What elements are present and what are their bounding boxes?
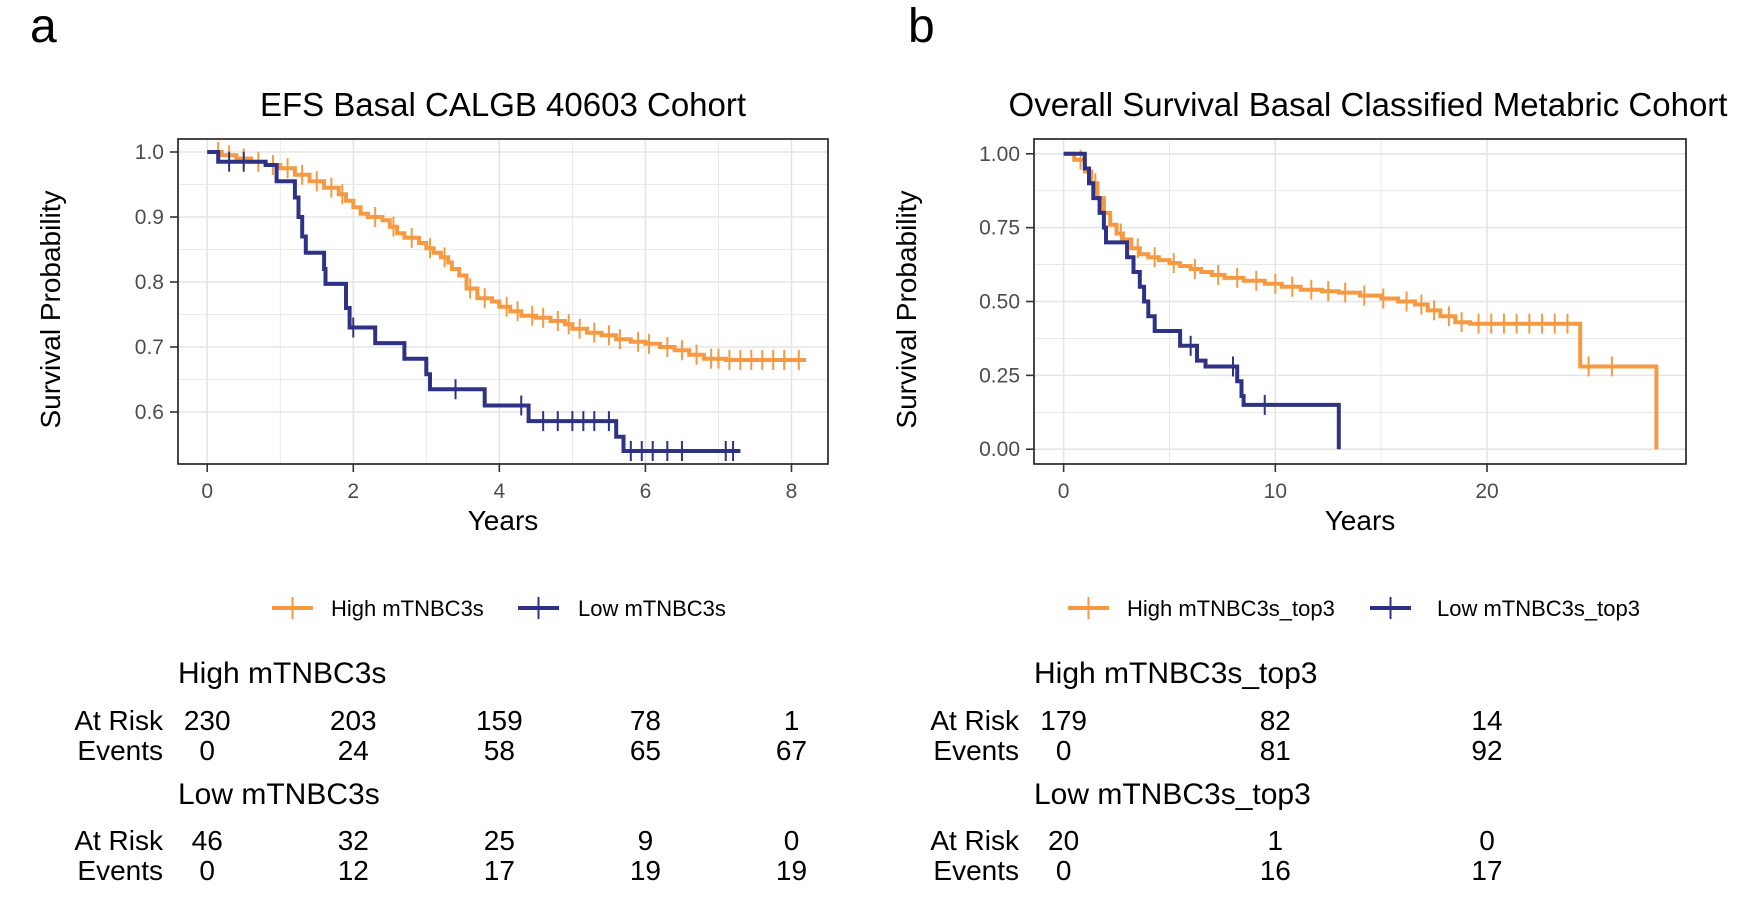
x-tick-label: 6 xyxy=(640,480,652,503)
risk-table-cell: 203 xyxy=(330,705,377,736)
risk-table-cell: 19 xyxy=(630,855,661,886)
gridlines xyxy=(178,139,828,464)
y-tick-label: 1.00 xyxy=(979,143,1020,166)
risk-table-cell: 14 xyxy=(1471,705,1502,736)
risk-table-group-title: High mTNBC3s_top3 xyxy=(1034,657,1317,690)
risk-table-row-label: At Risk xyxy=(74,705,164,736)
legend-label: High mTNBC3s xyxy=(331,596,484,621)
y-tick-label: 0.8 xyxy=(135,271,164,294)
km-curve-high xyxy=(1063,151,1659,450)
risk-table-row-label: Events xyxy=(933,735,1019,766)
chart-title: EFS Basal CALGB 40603 Cohort xyxy=(260,86,746,123)
x-tick-label: 10 xyxy=(1264,480,1287,503)
risk-table-group-title: Low mTNBC3s xyxy=(178,778,380,811)
legend-label: High mTNBC3s_top3 xyxy=(1127,596,1335,621)
risk-table-cell: 67 xyxy=(776,735,807,766)
y-tick-label: 1.0 xyxy=(135,141,164,164)
y-tick-label: 0.7 xyxy=(135,336,164,359)
x-tick-label: 20 xyxy=(1475,480,1498,503)
panel-label: a xyxy=(30,0,57,53)
y-tick-label: 0.75 xyxy=(979,217,1020,240)
risk-table-cell: 32 xyxy=(338,825,369,856)
risk-table-group-title: High mTNBC3s xyxy=(178,657,386,690)
risk-table-cell: 82 xyxy=(1260,705,1291,736)
risk-table-cell: 159 xyxy=(476,705,523,736)
legend-label: Low mTNBC3s_top3 xyxy=(1437,596,1640,621)
risk-table-cell: 20 xyxy=(1048,825,1079,856)
risk-table-cell: 65 xyxy=(630,735,661,766)
legend-label: Low mTNBC3s xyxy=(578,596,726,621)
risk-table-cell: 0 xyxy=(1479,825,1495,856)
y-axis-title: Survival Probability xyxy=(891,190,922,428)
risk-table-cell: 81 xyxy=(1260,735,1291,766)
y-tick-label: 0.6 xyxy=(135,401,164,424)
risk-table-cell: 78 xyxy=(630,705,661,736)
risk-table-cell: 92 xyxy=(1471,735,1502,766)
risk-table-row-label: Events xyxy=(77,735,163,766)
risk-table-cell: 46 xyxy=(192,825,223,856)
panel-label: b xyxy=(908,0,935,53)
risk-table-cell: 0 xyxy=(199,735,215,766)
km-curve-low xyxy=(207,150,741,453)
gridlines xyxy=(1034,139,1686,464)
x-tick-label: 0 xyxy=(1058,480,1070,503)
risk-table-cell: 58 xyxy=(484,735,515,766)
y-tick-label: 0.9 xyxy=(135,206,164,229)
x-tick-label: 8 xyxy=(786,480,798,503)
y-axis-title: Survival Probability xyxy=(35,190,66,428)
km-curve-high xyxy=(207,150,807,362)
x-tick-label: 0 xyxy=(201,480,213,503)
risk-table-cell: 0 xyxy=(199,855,215,886)
risk-table-cell: 1 xyxy=(784,705,800,736)
risk-table-cell: 19 xyxy=(776,855,807,886)
risk-table-cell: 0 xyxy=(1056,855,1072,886)
risk-table-group-title: Low mTNBC3s_top3 xyxy=(1034,778,1311,811)
x-axis-title: Years xyxy=(468,505,539,536)
risk-table-cell: 9 xyxy=(638,825,654,856)
risk-table-row-label: At Risk xyxy=(930,825,1020,856)
risk-table-row-label: Events xyxy=(77,855,163,886)
risk-table-row-label: At Risk xyxy=(74,825,164,856)
chart-title: Overall Survival Basal Classified Metabr… xyxy=(1009,86,1728,123)
risk-table-cell: 0 xyxy=(1056,735,1072,766)
x-tick-label: 2 xyxy=(347,480,359,503)
plot-frame xyxy=(177,138,829,465)
risk-table-cell: 25 xyxy=(484,825,515,856)
y-tick-label: 0.25 xyxy=(979,364,1020,387)
risk-table-cell: 24 xyxy=(338,735,369,766)
risk-table-cell: 17 xyxy=(484,855,515,886)
risk-table-cell: 12 xyxy=(338,855,369,886)
risk-table-row-label: At Risk xyxy=(930,705,1020,736)
risk-table-cell: 179 xyxy=(1040,705,1087,736)
y-tick-label: 0.50 xyxy=(979,291,1020,314)
risk-table-row-label: Events xyxy=(933,855,1019,886)
risk-table-cell: 16 xyxy=(1260,855,1291,886)
y-tick-label: 0.00 xyxy=(979,438,1020,461)
risk-table-cell: 1 xyxy=(1268,825,1284,856)
risk-table-cell: 230 xyxy=(184,705,231,736)
x-tick-label: 4 xyxy=(494,480,506,503)
risk-table-cell: 17 xyxy=(1471,855,1502,886)
km-curve-low xyxy=(1063,151,1341,450)
risk-table-cell: 0 xyxy=(784,825,800,856)
x-axis-title: Years xyxy=(1325,505,1396,536)
